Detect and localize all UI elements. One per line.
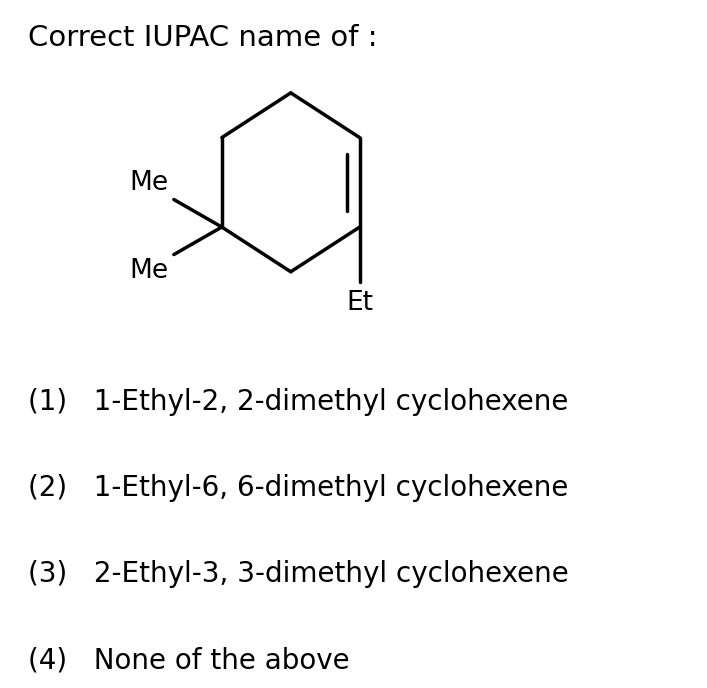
Text: Correct IUPAC name of :: Correct IUPAC name of : xyxy=(28,24,378,52)
Text: Et: Et xyxy=(346,290,373,316)
Text: Me: Me xyxy=(129,258,168,284)
Text: Me: Me xyxy=(129,170,168,196)
Text: (4)   None of the above: (4) None of the above xyxy=(28,647,349,674)
Text: (1)   1-Ethyl-2, 2-dimethyl cyclohexene: (1) 1-Ethyl-2, 2-dimethyl cyclohexene xyxy=(28,389,568,416)
Text: (3)   2-Ethyl-3, 3-dimethyl cyclohexene: (3) 2-Ethyl-3, 3-dimethyl cyclohexene xyxy=(28,561,568,588)
Text: (2)   1-Ethyl-6, 6-dimethyl cyclohexene: (2) 1-Ethyl-6, 6-dimethyl cyclohexene xyxy=(28,475,568,502)
